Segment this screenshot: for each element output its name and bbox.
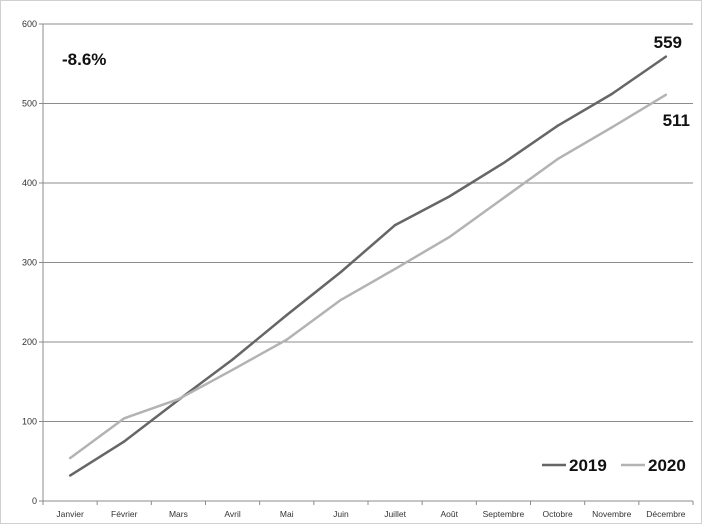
y-tick-label: 200 <box>22 337 37 347</box>
legend-label-2020: 2020 <box>648 456 686 475</box>
x-tick-label: Décembre <box>646 509 685 519</box>
data-point-2019 <box>68 474 72 477</box>
data-point-2019 <box>339 270 343 274</box>
x-tick-label: Juin <box>333 509 349 519</box>
data-point-2020 <box>123 417 126 420</box>
x-tick-label: Juillet <box>384 509 406 519</box>
y-tick-label: 0 <box>32 496 37 506</box>
data-point-2019 <box>664 55 668 58</box>
data-point-2020 <box>231 368 234 372</box>
y-tick-label: 500 <box>22 99 37 109</box>
series-line-2020 <box>69 93 667 460</box>
data-point-2019 <box>123 440 126 443</box>
series-lines <box>68 55 668 477</box>
data-point-2020 <box>177 398 180 401</box>
data-point-2019 <box>556 124 559 127</box>
data-point-2020 <box>556 157 559 161</box>
data-point-2019 <box>448 195 451 198</box>
y-tick-label: 400 <box>22 178 37 188</box>
y-axis-ticks: 0 100 200 300 400 500 600 <box>22 19 43 506</box>
x-tick-label: Mars <box>169 509 188 519</box>
data-point-2020 <box>339 298 343 302</box>
x-tick-label: Septembre <box>483 509 525 519</box>
data-point-2020 <box>68 456 72 460</box>
x-tick-label: Novembre <box>592 509 631 519</box>
x-tick-label: Janvier <box>56 509 84 519</box>
data-point-2020 <box>664 93 668 96</box>
data-point-2019 <box>502 161 505 165</box>
x-axis-ticks: Janvier Février Mars Avril Mai Juin Juillet Aoû… <box>42 501 694 519</box>
legend-label-2019: 2019 <box>569 456 607 475</box>
x-tick-label: Avril <box>224 509 240 519</box>
data-point-2020 <box>610 126 613 129</box>
data-point-2020 <box>285 338 288 341</box>
data-point-2019 <box>231 358 234 361</box>
data-point-2019 <box>393 223 397 227</box>
data-point-2019 <box>610 92 613 96</box>
x-tick-label: Février <box>111 509 138 519</box>
data-point-2019 <box>285 313 288 317</box>
data-point-2020 <box>393 267 397 271</box>
data-point-2020 <box>502 196 505 200</box>
y-tick-label: 100 <box>22 417 37 427</box>
y-tick-label: 300 <box>22 258 37 268</box>
y-tick-label: 600 <box>22 19 37 29</box>
change-annotation: -8.6% <box>62 50 106 69</box>
end-label-2019: 559 <box>654 33 682 52</box>
x-tick-label: Mai <box>280 509 294 519</box>
x-tick-label: Août <box>441 509 459 519</box>
end-label-2020: 511 <box>663 111 690 130</box>
legend: 2019 2020 <box>542 456 686 475</box>
data-point-2020 <box>448 235 451 239</box>
series-line-2019 <box>69 55 667 477</box>
x-tick-label: Octobre <box>542 509 573 519</box>
